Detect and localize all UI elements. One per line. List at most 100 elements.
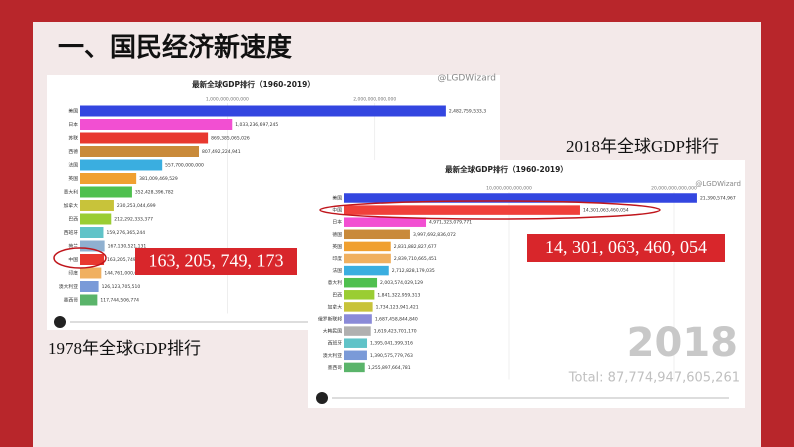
value-label: 557,700,000,000 bbox=[165, 163, 204, 169]
chart-title: 最新全球GDP排行（1960-2019） bbox=[445, 164, 568, 174]
caption: 2018年全球GDP排行 bbox=[566, 137, 719, 156]
bar bbox=[80, 267, 102, 279]
country-label: 苏联 bbox=[68, 135, 78, 142]
country-label: 英国 bbox=[68, 175, 78, 182]
country-label: 巴西 bbox=[332, 292, 342, 298]
bar bbox=[344, 253, 391, 264]
highlight-ellipse bbox=[53, 247, 107, 269]
bar bbox=[344, 314, 372, 324]
value-label: 1,841,322,959,313 bbox=[377, 292, 420, 298]
country-label: 法国 bbox=[332, 267, 342, 274]
value-label: 2,482,759,533,3 bbox=[449, 109, 486, 115]
country-label: 德国 bbox=[332, 231, 342, 238]
timeline bbox=[332, 397, 729, 399]
country-label: 中国 bbox=[332, 207, 342, 214]
country-label: 俄罗斯联邦 bbox=[318, 316, 342, 323]
bar bbox=[80, 281, 99, 292]
country-label: 美国 bbox=[332, 195, 342, 202]
bar bbox=[344, 265, 389, 276]
bar bbox=[80, 119, 233, 130]
bar bbox=[80, 146, 199, 157]
bar bbox=[80, 132, 209, 144]
bar bbox=[344, 290, 375, 300]
bar bbox=[80, 159, 163, 171]
country-label: 中国 bbox=[68, 256, 78, 263]
bar bbox=[80, 213, 112, 225]
country-label: 西德 bbox=[68, 148, 78, 155]
value-label: 1,619,423,701,170 bbox=[374, 329, 417, 335]
x-tick-label: 10,000,000,000,000 bbox=[486, 186, 532, 192]
country-label: 意大利 bbox=[64, 189, 79, 196]
country-label: 加拿大 bbox=[328, 303, 343, 310]
bar bbox=[344, 277, 378, 288]
value-label: 352,428,396,782 bbox=[135, 190, 174, 196]
value-label: 2,831,882,827,677 bbox=[394, 244, 437, 250]
value-label: 159,276,365,244 bbox=[106, 230, 145, 236]
value-label: 1,395,041,399,316 bbox=[370, 341, 413, 347]
caption: 1978年全球GDP排行 bbox=[48, 339, 201, 358]
callout-box bbox=[527, 234, 725, 262]
watermark: @LGDWizard bbox=[437, 74, 496, 84]
bar bbox=[344, 302, 373, 312]
value-label: 144,761,000,000 bbox=[104, 271, 143, 277]
bar bbox=[344, 193, 697, 203]
value-label: 1,390,575,779,763 bbox=[370, 353, 413, 359]
country-label: 意大利 bbox=[328, 279, 343, 286]
total-label: Total: 87,774,947,605,261 bbox=[568, 371, 740, 386]
bar bbox=[80, 105, 446, 117]
value-label: 1,687,458,844,840 bbox=[375, 317, 418, 323]
value-label: 807,492,224,941 bbox=[202, 149, 241, 155]
bar bbox=[80, 227, 104, 238]
value-label: 167,130,521,131 bbox=[108, 244, 147, 250]
x-tick-label: 2,000,000,000,000 bbox=[353, 97, 396, 103]
x-tick-label: 1,000,000,000,000 bbox=[206, 97, 249, 103]
highlight-ellipse bbox=[319, 200, 661, 220]
country-label: 美国 bbox=[68, 108, 78, 115]
value-label: 2,839,710,665,451 bbox=[394, 256, 437, 262]
value-label: 212,292,333,377 bbox=[114, 217, 153, 223]
bar bbox=[80, 200, 114, 211]
bar bbox=[344, 326, 371, 336]
value-label: 4,971,323,079,771 bbox=[429, 220, 472, 226]
country-label: 英国 bbox=[332, 243, 342, 250]
country-label: 印度 bbox=[332, 255, 342, 262]
country-label: 墨西哥 bbox=[328, 365, 343, 371]
bar bbox=[80, 240, 105, 252]
country-label: 西班牙 bbox=[328, 340, 343, 347]
bar bbox=[344, 217, 427, 227]
bar bbox=[344, 338, 368, 348]
value-label: 14,301,063,460,054 bbox=[583, 208, 629, 214]
value-label: 2,003,574,029,129 bbox=[380, 280, 423, 286]
value-label: 117,744,506,774 bbox=[100, 298, 139, 304]
country-label: 墨西哥 bbox=[64, 298, 79, 304]
year-label: 2018 bbox=[627, 320, 738, 366]
country-label: 澳大利亚 bbox=[323, 352, 342, 359]
bar bbox=[344, 205, 580, 215]
bar bbox=[344, 229, 410, 240]
value-label: 230,253,044,699 bbox=[117, 203, 156, 209]
bar bbox=[344, 241, 391, 252]
value-label: 2,712,828,179,035 bbox=[392, 268, 435, 274]
value-label: 1,033,236,697,245 bbox=[235, 122, 278, 128]
country-label: 印度 bbox=[68, 270, 78, 277]
callout-text: 163, 205, 749, 173 bbox=[149, 251, 284, 271]
country-label: 西班牙 bbox=[64, 229, 79, 236]
bar bbox=[344, 362, 365, 373]
value-label: 163,205,749,173 bbox=[107, 257, 146, 263]
country-label: 日本 bbox=[332, 219, 342, 226]
callout-box bbox=[135, 248, 297, 275]
value-label: 3,997,692,836,072 bbox=[413, 232, 456, 238]
callout-text: 14, 301, 063, 460, 054 bbox=[545, 237, 707, 257]
country-label: 加拿大 bbox=[64, 202, 79, 209]
country-label: 荷兰 bbox=[68, 243, 78, 250]
value-label: 126,123,705,510 bbox=[102, 284, 141, 290]
slide-title: 一、国民经济新速度 bbox=[58, 32, 292, 62]
panels: 最新全球GDP排行（1960-2019） @LGDWizard 1,000,000,… bbox=[47, 74, 745, 408]
country-label: 日本 bbox=[68, 121, 78, 128]
country-label: 法国 bbox=[68, 162, 78, 169]
pause-button bbox=[316, 392, 328, 404]
timeline bbox=[70, 321, 483, 323]
watermark: @LGDWizard bbox=[695, 180, 741, 188]
bar bbox=[344, 350, 367, 361]
